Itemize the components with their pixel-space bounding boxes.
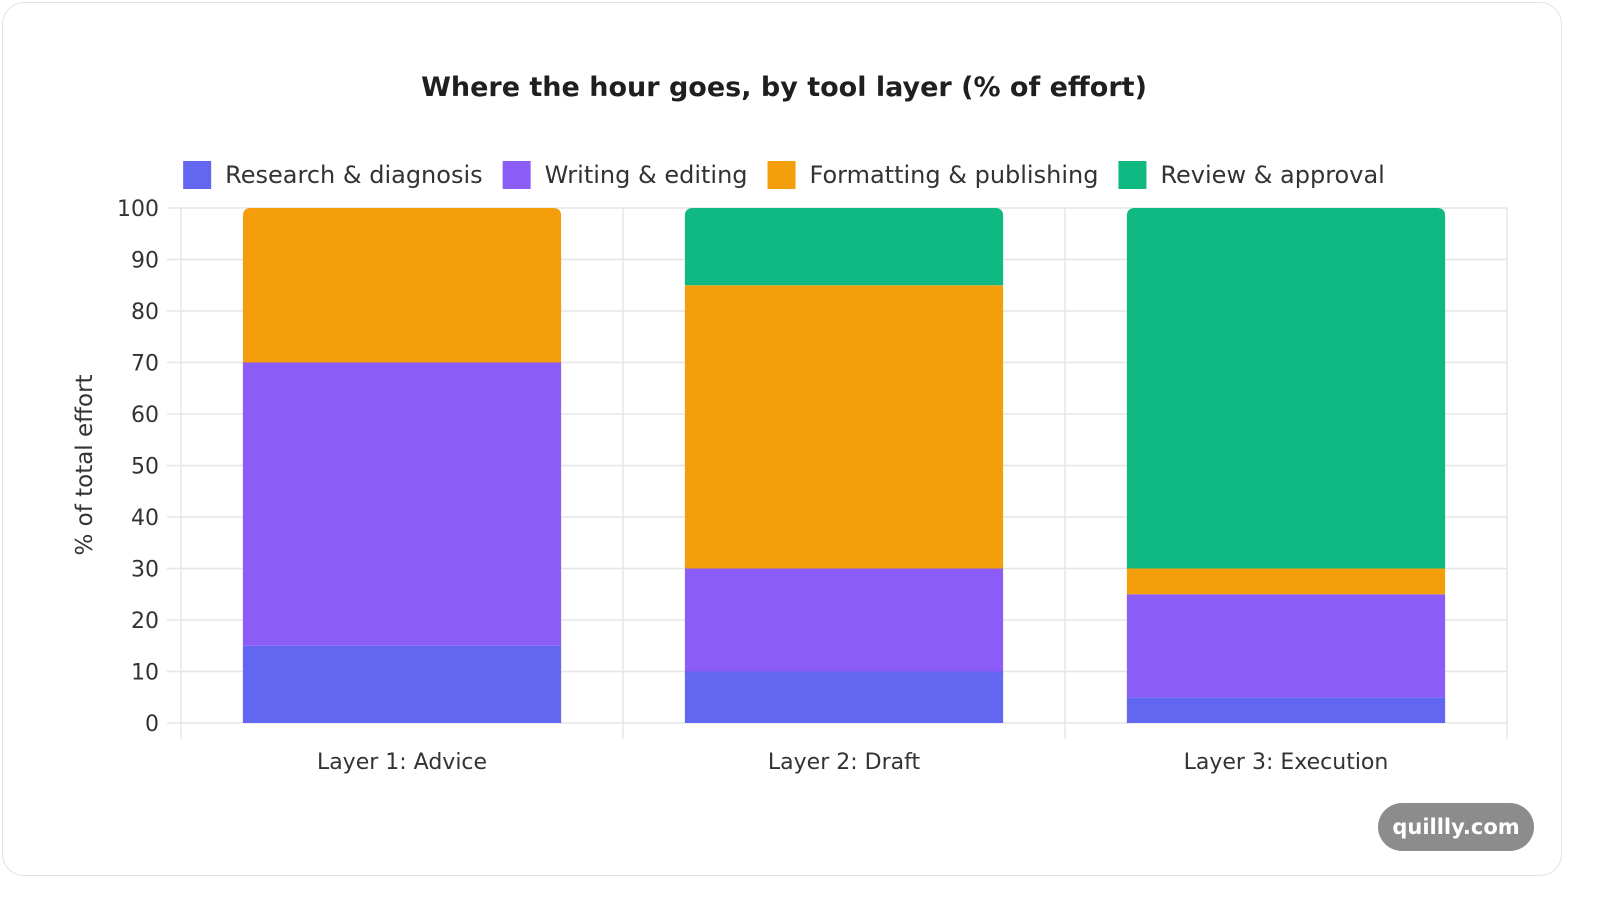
y-tick-label: 0 (145, 712, 159, 737)
bar-segment (684, 208, 1004, 286)
legend-label: Research & diagnosis (225, 161, 482, 189)
bar-segment (684, 568, 1004, 672)
y-tick-label: 100 (117, 197, 159, 222)
legend-label: Writing & editing (545, 161, 748, 189)
chart-title: Where the hour goes, by tool layer (% of… (421, 72, 1147, 103)
legend-label: Formatting & publishing (810, 161, 1099, 189)
bars (242, 208, 1446, 723)
bar-segment (1126, 697, 1446, 723)
bar-segment (684, 671, 1004, 723)
x-tick-label: Layer 1: Advice (317, 750, 487, 775)
y-tick-label: 20 (131, 609, 159, 634)
y-tick-label: 80 (131, 300, 159, 325)
legend-swatch (767, 161, 796, 189)
legend-label: Review & approval (1160, 161, 1384, 189)
bar-segment (684, 285, 1004, 569)
y-tick-label: 30 (131, 558, 159, 583)
y-tick-label: 40 (131, 506, 159, 531)
y-tick-label: 50 (131, 455, 159, 480)
legend-swatch (183, 161, 212, 189)
y-axis-title: % of total effort (72, 374, 98, 555)
bar-segment (1126, 594, 1446, 698)
bar-segment (1126, 208, 1446, 569)
x-tick-label: Layer 2: Draft (768, 750, 921, 775)
legend-swatch (502, 161, 531, 189)
y-tick-label: 90 (131, 249, 159, 274)
legend: Research & diagnosis Writing & editing For… (183, 161, 1385, 189)
bar-segment (242, 362, 562, 646)
y-tick-label: 60 (131, 403, 159, 428)
bar-segment (1126, 568, 1446, 595)
y-axis-ticks: 0 10 20 30 40 50 60 70 80 90 100 (117, 197, 159, 737)
x-axis-ticks: Layer 1: Advice Layer 2: Draft Layer 3: Ex… (317, 750, 1388, 775)
y-tick-label: 10 (131, 661, 159, 686)
bar-segment (242, 645, 562, 723)
y-tick-label: 70 (131, 352, 159, 377)
bar-segment (242, 208, 562, 363)
legend-swatch (1118, 161, 1147, 189)
x-tick-label: Layer 3: Execution (1184, 750, 1389, 775)
watermark-badge: quillly.com (1378, 803, 1534, 851)
